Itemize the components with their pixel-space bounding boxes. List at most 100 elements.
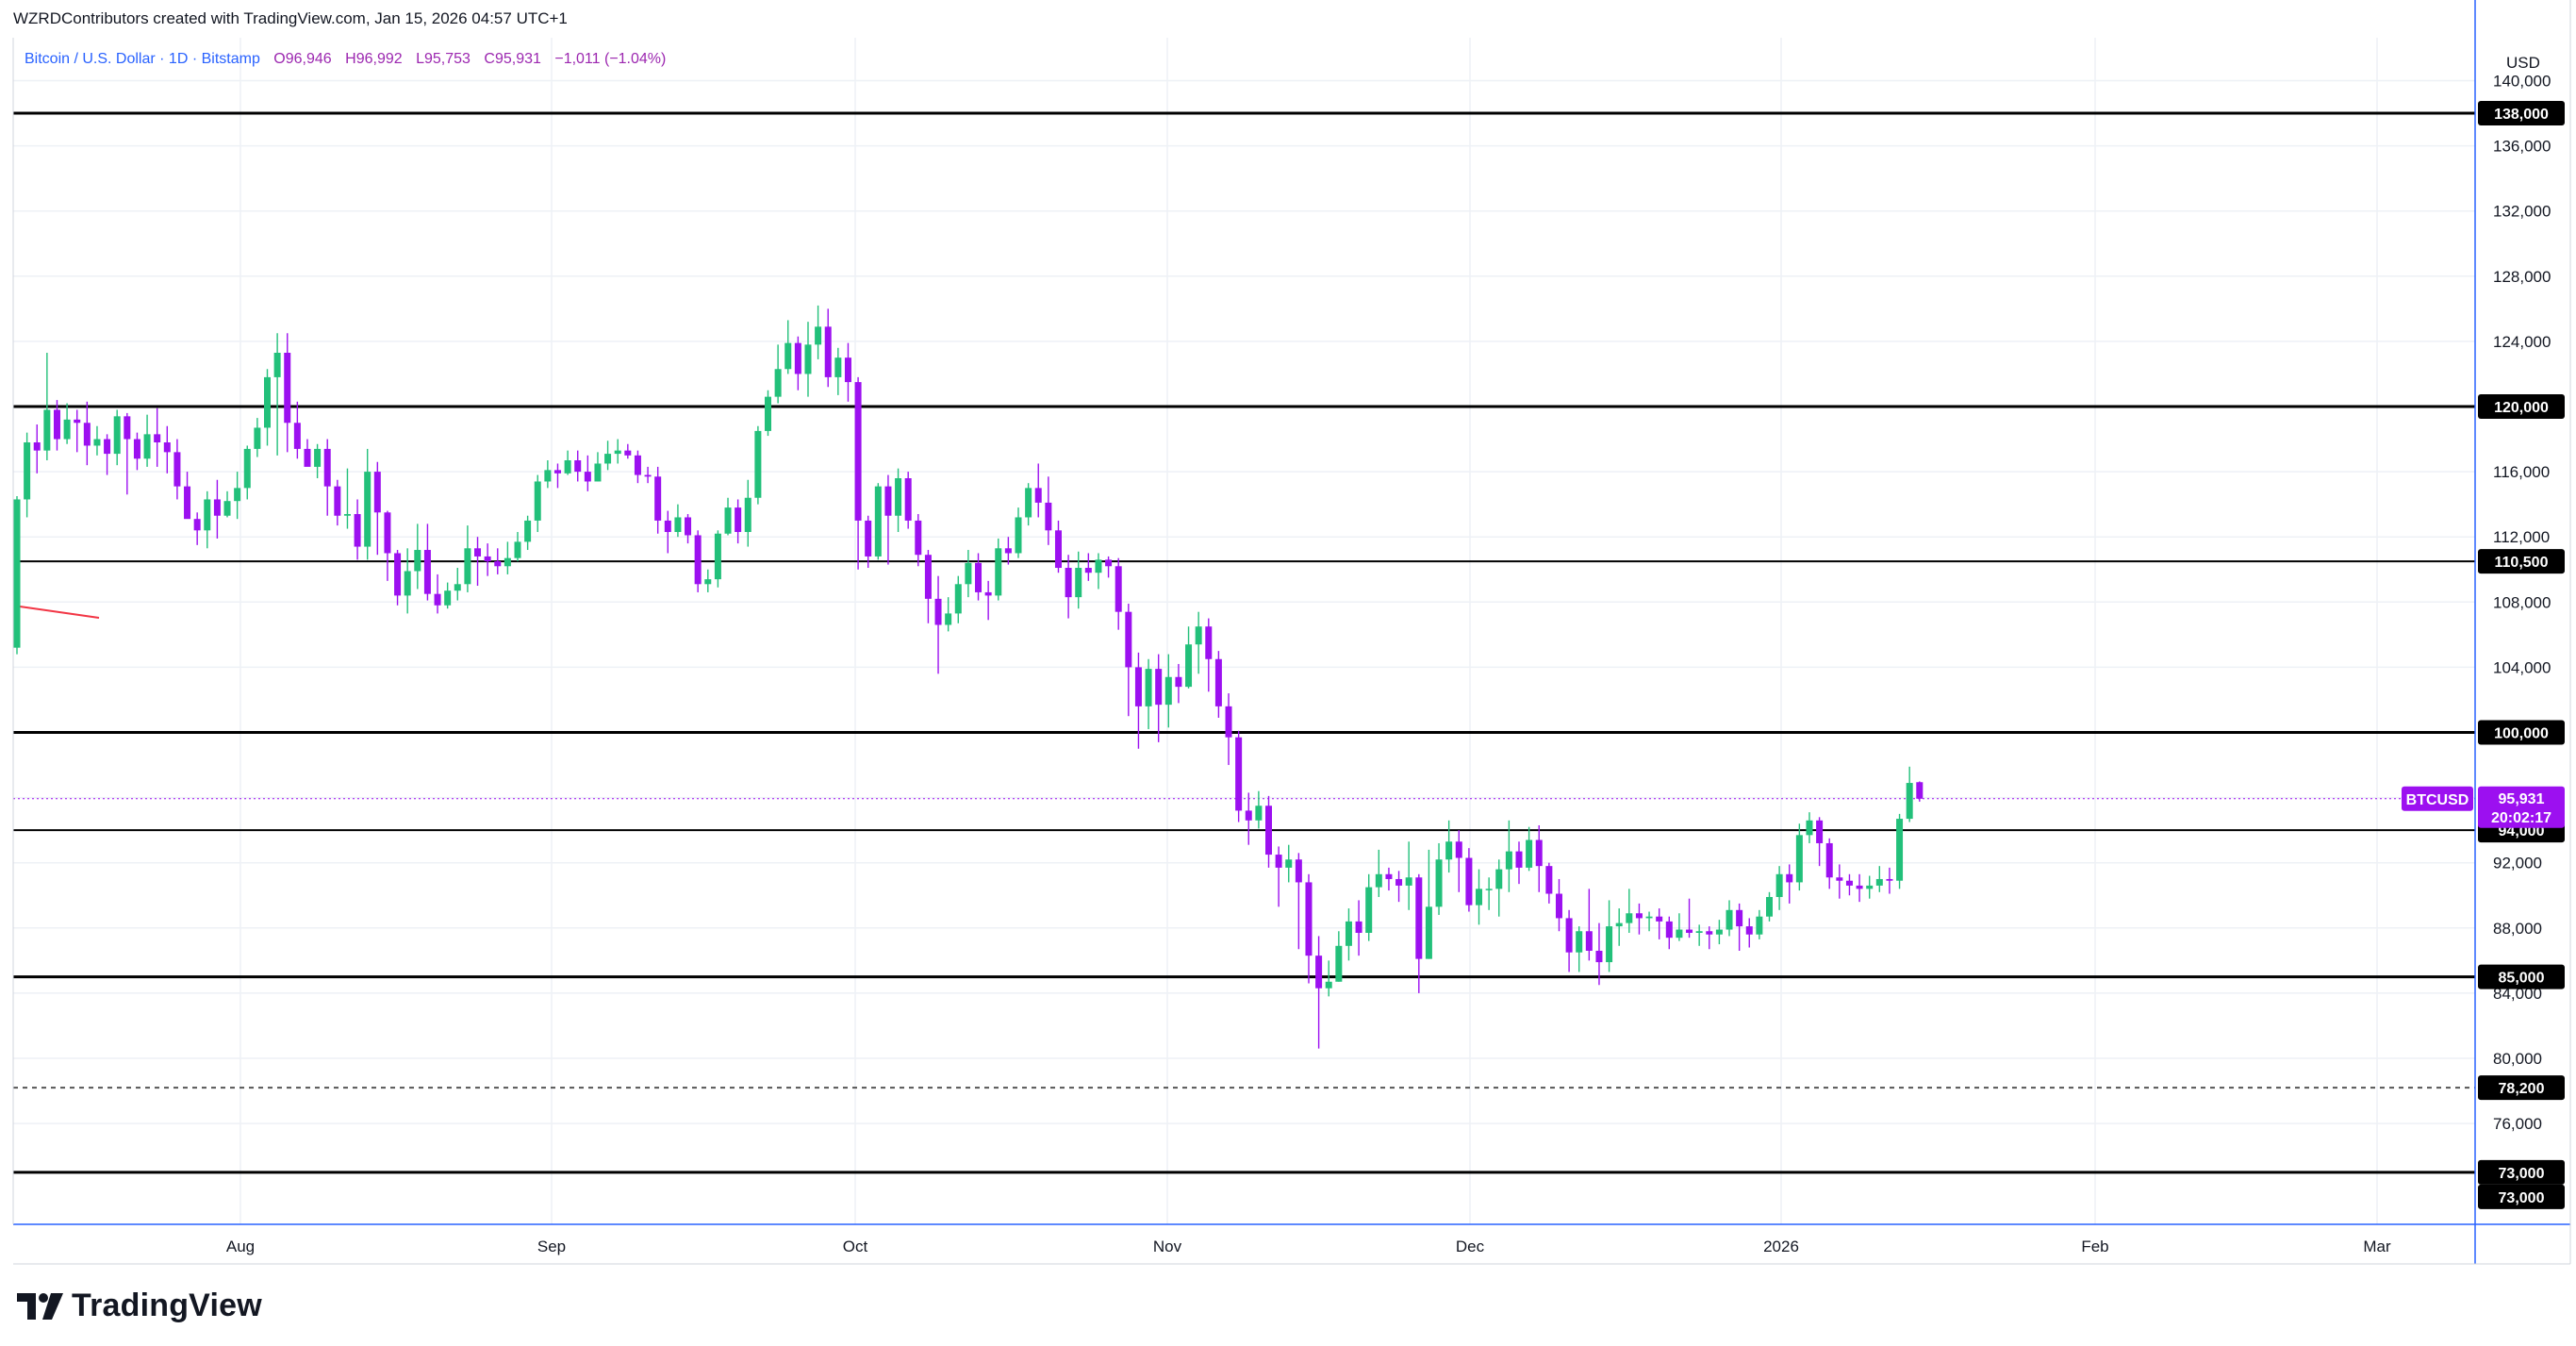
candle-body (1015, 517, 1022, 554)
candle-body (1565, 918, 1573, 953)
candle-body (1635, 913, 1643, 919)
candle-body (43, 409, 51, 451)
open-value: O96,946 (273, 51, 332, 67)
attribution-text: WZRDContributors created with TradingVie… (13, 9, 568, 27)
level-price-text: 138,000 (2494, 107, 2549, 123)
level-price-tag (2478, 549, 2565, 574)
candle-body (1265, 806, 1272, 856)
level-price-text: 100,000 (2494, 726, 2549, 742)
candle-body (1075, 568, 1082, 598)
candle-body (915, 520, 922, 556)
candle-body (1896, 819, 1904, 881)
high-value: H96,992 (345, 51, 403, 67)
candle-body (1275, 855, 1282, 868)
candle-body (1084, 568, 1092, 573)
candle-body (1875, 878, 1883, 886)
candle-body (1615, 922, 1623, 927)
time-tick-label: Mar (2363, 1238, 2391, 1255)
candle-body (1195, 626, 1202, 645)
symbol-legend[interactable]: Bitcoin / U.S. Dollar · 1D · Bitstamp O9… (25, 51, 675, 68)
time-tick-label: Nov (1153, 1238, 1182, 1255)
candle-body (204, 499, 211, 531)
tradingview-logo[interactable]: TradingView (17, 1288, 262, 1324)
candle-body (975, 562, 983, 592)
price-tick-label: 140,000 (2493, 73, 2551, 91)
candle-body (404, 571, 411, 596)
symbol-name[interactable]: Bitcoin / U.S. Dollar · 1D · Bitstamp (25, 51, 260, 67)
candle-body (1185, 644, 1193, 688)
candle-body (293, 423, 301, 449)
candle-body (1686, 929, 1693, 933)
price-tick-label: 108,000 (2493, 593, 2551, 611)
level-price-text: 78,200 (2499, 1081, 2545, 1097)
candle-body (323, 448, 331, 487)
price-tick-label: 128,000 (2493, 268, 2551, 286)
candle-body (1806, 820, 1813, 836)
candle-body (1435, 859, 1443, 907)
candle-body (1766, 896, 1773, 917)
candle-body (33, 442, 41, 451)
level-price-text: 110,500 (2495, 555, 2549, 571)
candle-body (234, 488, 241, 502)
candle-body (484, 556, 491, 562)
candle-body (163, 442, 171, 453)
candle-body (273, 352, 281, 377)
candle-body (173, 452, 181, 487)
candle-body (824, 326, 832, 377)
candle-body (744, 497, 751, 533)
brand-name: TradingView (72, 1288, 262, 1323)
candle-body (1345, 921, 1352, 946)
horizontal-levels (13, 111, 2475, 1174)
candle-body (965, 562, 972, 585)
candle-body (735, 507, 742, 533)
candle-body (954, 584, 962, 614)
candle-body (1225, 706, 1232, 738)
candle-body (1726, 909, 1733, 930)
candle-body (1385, 873, 1393, 879)
candle-body (1295, 859, 1302, 883)
symbol-tag-text: BTCUSD (2406, 792, 2469, 808)
level-price-tag (2478, 1159, 2565, 1185)
price-tick-label: 104,000 (2493, 658, 2551, 676)
close-value: C95,931 (484, 51, 541, 67)
candle-body (93, 439, 101, 446)
candle-body (1375, 873, 1382, 888)
candle-body (1906, 783, 1913, 820)
candle-body (193, 519, 201, 531)
candle-body (434, 593, 441, 606)
candle-body (1495, 869, 1503, 889)
candle-body (334, 486, 341, 516)
candle-body (594, 463, 602, 482)
level-price-tag (2478, 720, 2565, 745)
price-tick-label: 88,000 (2493, 920, 2542, 938)
candle-body (474, 548, 482, 557)
candle-body (614, 450, 621, 455)
candle-body (1175, 676, 1182, 688)
candle-body (464, 548, 471, 585)
candlestick-series (13, 305, 1924, 1049)
level-price-tag (2478, 1184, 2565, 1209)
candle-body (1745, 926, 1753, 935)
candle-body (1415, 877, 1423, 959)
candle-body (24, 442, 31, 500)
candle-body (815, 326, 822, 345)
candle-body (1676, 929, 1683, 939)
candle-body (223, 501, 231, 516)
countdown-text: 20:02:17 (2491, 810, 2551, 826)
candle-body (1736, 909, 1743, 927)
candle-body (1034, 488, 1042, 503)
candle-body (1485, 889, 1493, 890)
time-tick-label: Sep (537, 1238, 566, 1255)
price-tick-label: 112,000 (2493, 528, 2550, 546)
candle-body (1245, 810, 1252, 821)
candle-body (534, 481, 541, 521)
candle-body (1425, 906, 1432, 959)
candle-body (1866, 885, 1874, 889)
candle-body (63, 419, 71, 440)
time-tick-label: Dec (1456, 1238, 1485, 1255)
candle-body (984, 591, 992, 596)
candle-body (1545, 866, 1553, 894)
last-price-tag (2478, 786, 2565, 828)
candle-body (1856, 885, 1863, 889)
